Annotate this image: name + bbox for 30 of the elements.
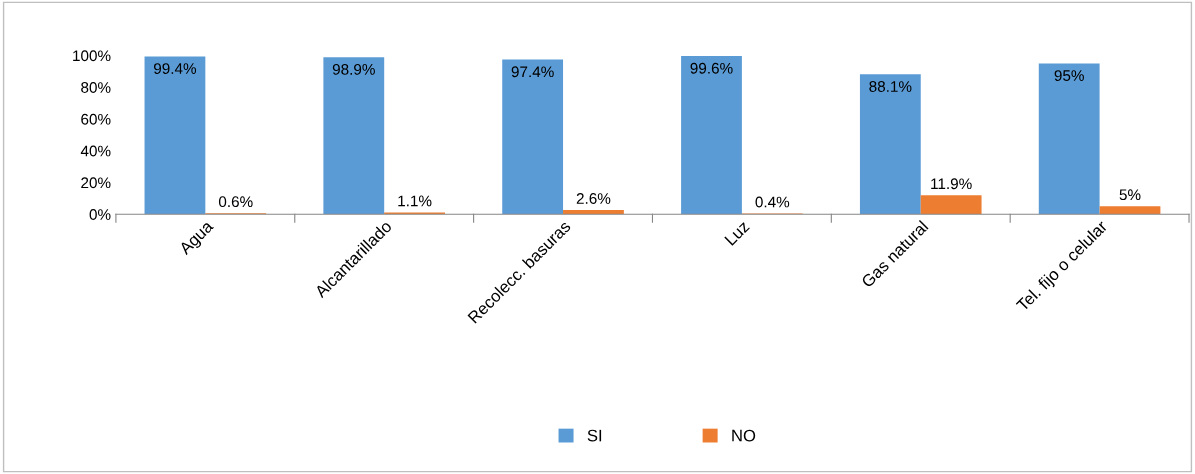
data-label: 0.6% <box>218 196 253 208</box>
bar <box>859 74 921 215</box>
data-label: 2.6% <box>576 193 611 204</box>
y-tick-label: 0% <box>89 209 111 220</box>
legend-label: NO <box>732 429 756 442</box>
data-label: 11.9% <box>931 178 972 190</box>
bar <box>323 57 385 215</box>
bar <box>144 56 206 215</box>
x-tick-label: Luz <box>724 220 750 246</box>
data-label: 99.4% <box>153 63 197 74</box>
bar <box>681 56 742 215</box>
bar <box>563 210 624 215</box>
data-label: 1.1% <box>398 195 432 207</box>
legend-label: SI <box>587 429 602 442</box>
bar <box>920 195 982 215</box>
data-label: 88.1% <box>869 81 912 92</box>
y-tick-label: 40% <box>80 145 111 157</box>
data-label: 0.4% <box>755 196 790 208</box>
y-tick-label: 20% <box>81 177 111 189</box>
bar <box>1038 63 1100 215</box>
bar <box>1099 206 1161 215</box>
data-label: 97.4% <box>511 66 554 78</box>
data-label: 95% <box>1054 70 1084 81</box>
data-label: 98.9% <box>332 63 375 75</box>
y-tick-label: 80% <box>81 82 111 93</box>
data-label: 99.6% <box>690 62 733 74</box>
bar <box>502 59 564 215</box>
data-label: 5% <box>1119 189 1141 201</box>
y-tick-label: 100% <box>73 50 111 62</box>
y-tick-label: 60% <box>81 113 111 125</box>
